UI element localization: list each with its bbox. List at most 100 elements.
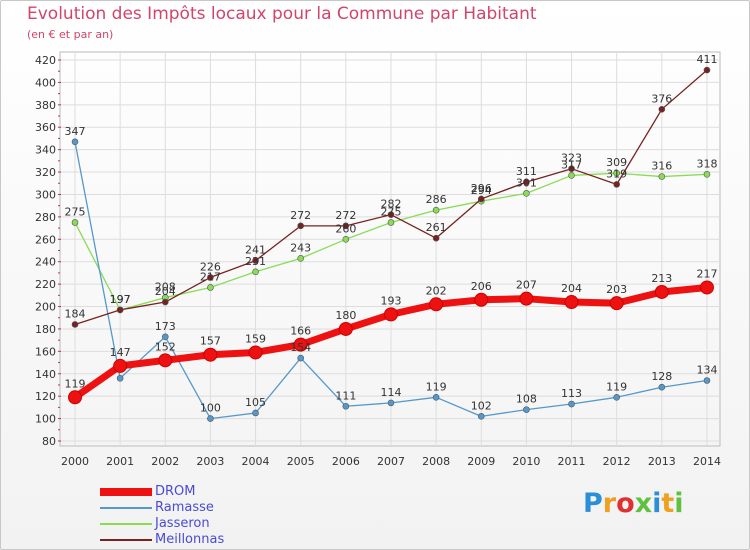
data-point-drom: [293, 337, 308, 352]
x-tick-label: 2002: [151, 455, 179, 468]
x-tick-label: 2013: [648, 455, 676, 468]
data-label: 128: [651, 370, 672, 383]
chart-subtitle: (en € et par an): [27, 28, 114, 41]
data-point-meillonnas: [207, 274, 214, 281]
y-tick-label: 220: [35, 278, 56, 291]
logo-letter: t: [661, 488, 675, 519]
data-point-jasseron: [342, 235, 350, 243]
legend-swatch: [100, 507, 152, 509]
data-point-drom: [699, 280, 714, 295]
data-point-jasseron: [658, 173, 666, 180]
data-point-ramasse: [477, 413, 485, 420]
data-label: 152: [155, 340, 176, 353]
data-label: 203: [606, 283, 627, 296]
y-tick-label: 300: [35, 188, 56, 201]
y-tick-label: 160: [35, 345, 56, 358]
x-tick-label: 2006: [332, 455, 360, 468]
data-point-meillonnas: [568, 165, 575, 172]
data-label: 184: [65, 307, 86, 320]
logo-letter: o: [616, 488, 635, 519]
x-tick-label: 2012: [603, 455, 631, 468]
data-label: 296: [471, 182, 492, 195]
data-point-ramasse: [71, 138, 79, 146]
data-label: 157: [200, 335, 221, 348]
data-label: 166: [290, 325, 311, 338]
data-point-meillonnas: [252, 257, 259, 264]
data-point-drom: [429, 297, 444, 312]
data-point-drom: [564, 295, 579, 310]
data-label: 207: [516, 279, 537, 292]
logo-letter: x: [634, 488, 653, 519]
y-tick-label: 240: [35, 256, 56, 269]
data-label: 275: [380, 205, 401, 218]
y-tick-label: 120: [35, 390, 56, 403]
legend-label: Jasseron: [155, 516, 210, 531]
x-tick-label: 2005: [287, 455, 315, 468]
data-label: 286: [426, 193, 447, 206]
data-label: 100: [200, 402, 221, 415]
data-point-meillonnas: [297, 222, 305, 230]
data-point-ramasse: [207, 415, 214, 422]
x-tick-label: 2000: [61, 455, 89, 468]
data-point-drom: [519, 291, 534, 306]
legend-swatch: [100, 523, 152, 525]
data-point-jasseron: [207, 284, 214, 291]
data-point-meillonnas: [703, 66, 711, 74]
data-point-meillonnas: [71, 321, 79, 328]
data-label: 272: [335, 209, 356, 222]
data-label: 173: [155, 320, 176, 333]
x-tick-label: 2003: [196, 455, 224, 468]
data-point-ramasse: [342, 402, 350, 410]
legend-label: Ramasse: [155, 500, 214, 515]
x-tick-label: 2008: [422, 455, 450, 468]
data-point-ramasse: [387, 399, 395, 407]
x-tick-label: 2001: [106, 455, 134, 468]
data-point-ramasse: [568, 400, 575, 408]
x-tick-label: 2011: [558, 455, 586, 468]
data-point-meillonnas: [342, 222, 350, 230]
data-point-jasseron: [387, 219, 395, 226]
data-label: 411: [696, 53, 717, 66]
data-point-drom: [68, 390, 82, 405]
logo-letter: i: [652, 488, 662, 519]
data-label: 134: [696, 363, 717, 376]
data-point-drom: [383, 307, 398, 322]
data-label: 261: [426, 221, 447, 234]
data-point-ramasse: [703, 377, 711, 384]
data-label: 197: [110, 293, 131, 306]
data-point-jasseron: [71, 219, 79, 226]
y-tick-label: 100: [35, 413, 56, 426]
data-point-jasseron: [703, 171, 711, 178]
data-label: 213: [651, 272, 672, 285]
logo-letter: r: [602, 488, 617, 519]
data-label: 323: [561, 152, 582, 165]
y-tick-label: 340: [35, 144, 56, 157]
data-point-drom: [158, 353, 173, 368]
legend-swatch: [100, 488, 152, 496]
data-point-jasseron: [432, 206, 440, 214]
x-tick-label: 2010: [512, 455, 540, 468]
data-label: 102: [471, 399, 492, 412]
data-label: 208: [155, 281, 176, 294]
data-label: 204: [561, 282, 582, 295]
data-label: 217: [696, 267, 717, 280]
data-label: 197: [110, 293, 131, 306]
data-label: 319: [606, 167, 627, 180]
y-tick-label: 180: [35, 323, 56, 336]
data-label: 316: [651, 160, 672, 173]
data-label: 114: [380, 386, 401, 399]
data-point-ramasse: [523, 406, 530, 413]
data-label: 180: [335, 309, 356, 322]
x-tick-label: 2009: [467, 455, 495, 468]
plot-area: [59, 51, 721, 447]
data-label: 241: [245, 244, 266, 257]
data-point-meillonnas: [658, 106, 666, 113]
data-label: 217: [200, 270, 221, 283]
data-label: 206: [471, 280, 492, 293]
y-tick-label: 140: [35, 368, 56, 381]
data-point-meillonnas: [116, 306, 124, 314]
data-point-meillonnas: [523, 178, 530, 186]
data-label: 154: [290, 341, 311, 354]
proxiti-logo: Proxiti: [583, 488, 684, 519]
